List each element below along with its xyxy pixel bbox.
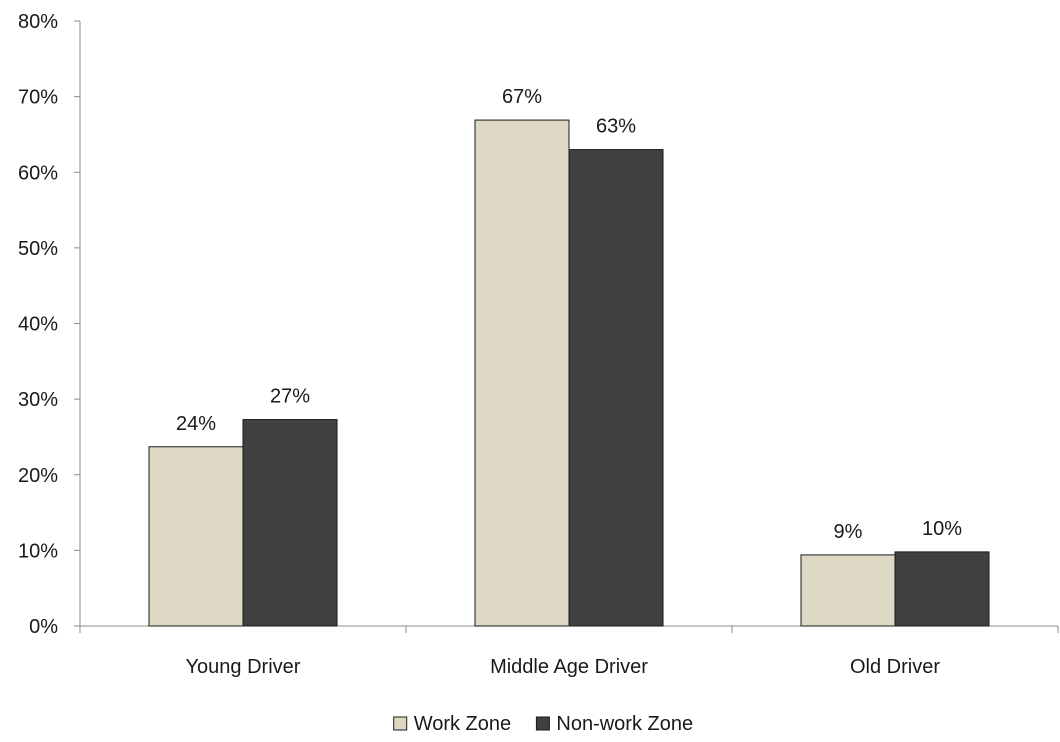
legend: Work Zone Non-work Zone [393,713,693,735]
data-label: 63% [596,116,636,138]
legend-label: Work Zone [414,713,511,735]
y-axis: 0% 10% 20% 30% 40% 50% 60% 70% 80% [18,11,81,638]
legend-label: Non-work Zone [556,713,693,735]
legend-item-work-zone: Work Zone [393,713,511,735]
bar-work-zone-old-driver [800,554,896,627]
data-label: 9% [834,521,863,543]
y-tick-label: 70% [18,87,58,109]
x-axis: Young Driver Middle Age Driver Old Driver [79,625,1059,678]
bars [148,119,990,627]
bar-work-zone-middle-age-driver [474,119,570,627]
legend-item-non-work-zone: Non-work Zone [535,713,693,735]
x-category-label: Old Driver [850,656,940,678]
x-category-label: Young Driver [186,656,301,678]
data-labels: 24% 27% 67% 63% 9% 10% [176,86,962,543]
y-tick-label: 80% [18,11,58,33]
bar-non-work-zone-young-driver [242,419,338,627]
y-tick-label: 20% [18,465,58,487]
data-label: 24% [176,413,216,435]
bar-non-work-zone-old-driver [894,551,990,627]
y-tick-label: 10% [18,540,58,562]
x-category-label: Middle Age Driver [490,656,648,678]
y-tick-label: 50% [18,238,58,260]
data-label: 27% [270,386,310,408]
legend-swatch [535,716,550,731]
data-label: 10% [922,518,962,540]
legend-swatch [393,716,408,731]
bar-work-zone-young-driver [148,446,244,627]
y-tick-label: 30% [18,389,58,411]
y-tick-label: 0% [29,616,58,638]
bar-non-work-zone-middle-age-driver [568,149,664,627]
y-tick-label: 40% [18,314,58,336]
y-tick-label: 60% [18,162,58,184]
data-label: 67% [502,86,542,108]
